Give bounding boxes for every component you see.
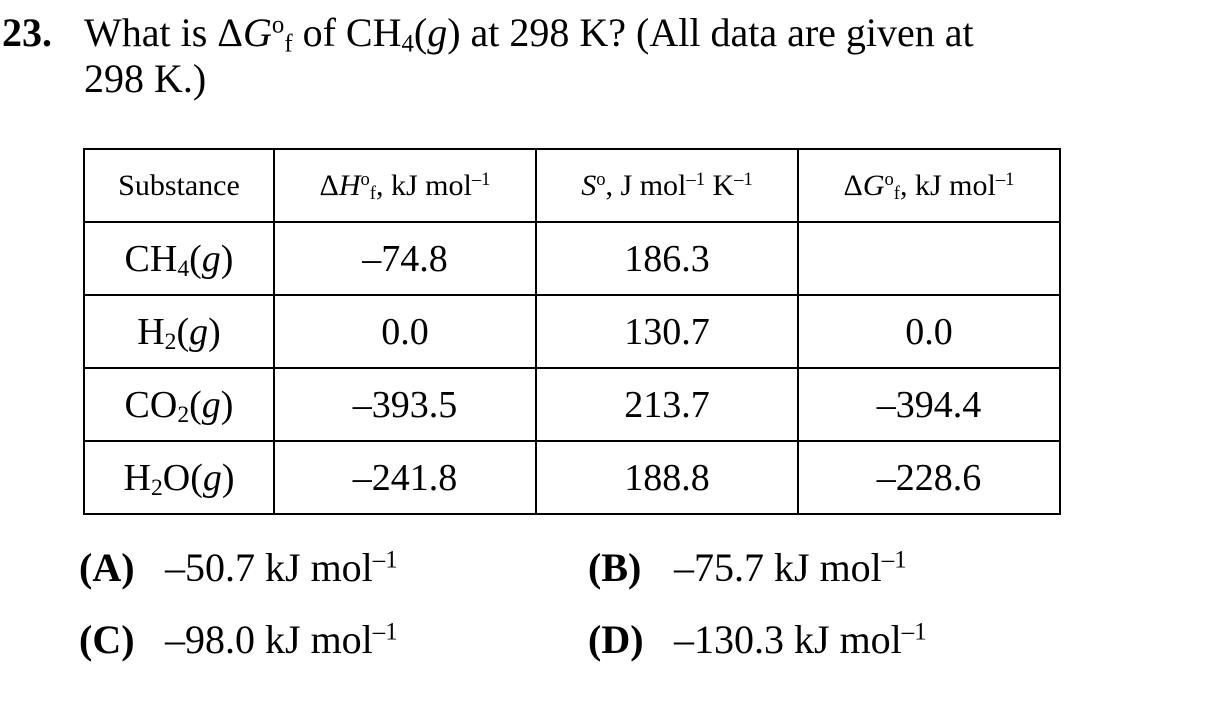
answer-value: –98.0 kJ mol [165,617,373,662]
substance-cell: H2(g) [83,294,275,369]
entropy-cell: 213.7 [535,367,799,442]
table-row: CO2(g) –393.5 213.7 –394.4 [83,367,1061,442]
question-text-line2: 298 K.) [84,56,207,101]
answer-value: –130.3 kJ mol [674,617,902,662]
answer-value: –50.7 kJ mol [165,545,373,590]
enthalpy-cell: –393.5 [273,367,537,442]
thermo-data-table: Substance ΔHof, kJ mol–1 So, J mol–1 K–1… [83,148,1061,515]
gibbs-cell: 0.0 [797,294,1061,369]
gibbs-cell: –228.6 [797,440,1061,515]
header-substance: Substance [83,148,275,223]
header-entropy: So, J mol–1 K–1 [535,148,799,223]
gibbs-cell [797,221,1061,296]
enthalpy-cell: –74.8 [273,221,537,296]
table-row: H2O(g) –241.8 188.8 –228.6 [83,440,1061,515]
enthalpy-cell: 0.0 [273,294,537,369]
answer-choice-a[interactable]: (A) –50.7 kJ mol–1 [79,545,398,590]
question-text: What is ΔGof of CH4(g) at 298 K? (All da… [84,10,974,58]
answer-choice-c[interactable]: (C) –98.0 kJ mol–1 [79,617,398,662]
answer-choice-b[interactable]: (B) –75.7 kJ mol–1 [588,545,907,590]
table-row: H2(g) 0.0 130.7 0.0 [83,294,1061,369]
enthalpy-cell: –241.8 [273,440,537,515]
answer-label: (C) [79,617,135,662]
entropy-cell: 186.3 [535,221,799,296]
substance-cell: H2O(g) [83,440,275,515]
entropy-cell: 188.8 [535,440,799,515]
answer-label: (B) [588,545,642,590]
answer-label: (D) [588,617,644,662]
table-row: CH4(g) –74.8 186.3 [83,221,1061,296]
entropy-cell: 130.7 [535,294,799,369]
answer-label: (A) [79,545,135,590]
substance-cell: CH4(g) [83,221,275,296]
question-number: 23. [2,10,52,55]
header-gibbs: ΔGof, kJ mol–1 [797,148,1061,223]
answer-value: –75.7 kJ mol [674,545,882,590]
table-header-row: Substance ΔHof, kJ mol–1 So, J mol–1 K–1… [83,148,1061,223]
substance-cell: CO2(g) [83,367,275,442]
gibbs-cell: –394.4 [797,367,1061,442]
header-enthalpy: ΔHof, kJ mol–1 [273,148,537,223]
answer-choice-d[interactable]: (D) –130.3 kJ mol–1 [588,617,927,662]
